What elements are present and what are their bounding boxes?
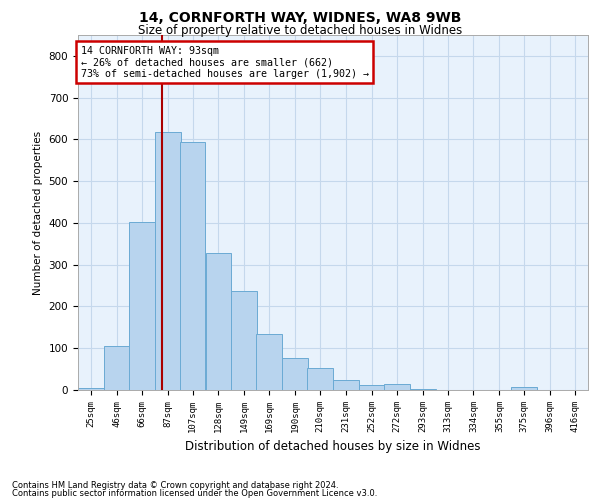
X-axis label: Distribution of detached houses by size in Widnes: Distribution of detached houses by size … [185,440,481,454]
Text: Contains public sector information licensed under the Open Government Licence v3: Contains public sector information licen… [12,489,377,498]
Bar [511,388,537,390]
Bar [410,389,436,390]
Bar [307,368,333,390]
Bar [359,385,385,390]
Bar [205,253,232,390]
Bar [104,346,130,390]
Bar [155,132,181,390]
Bar [282,358,308,390]
Bar [179,142,205,390]
Y-axis label: Number of detached properties: Number of detached properties [33,130,43,294]
Bar [129,222,155,390]
Bar [232,292,257,390]
Bar [256,334,282,390]
Bar [333,380,359,390]
Bar [78,388,104,390]
Text: Size of property relative to detached houses in Widnes: Size of property relative to detached ho… [138,24,462,37]
Text: 14, CORNFORTH WAY, WIDNES, WA8 9WB: 14, CORNFORTH WAY, WIDNES, WA8 9WB [139,11,461,25]
Text: 14 CORNFORTH WAY: 93sqm
← 26% of detached houses are smaller (662)
73% of semi-d: 14 CORNFORTH WAY: 93sqm ← 26% of detache… [80,46,368,79]
Text: Contains HM Land Registry data © Crown copyright and database right 2024.: Contains HM Land Registry data © Crown c… [12,480,338,490]
Bar [384,384,410,390]
